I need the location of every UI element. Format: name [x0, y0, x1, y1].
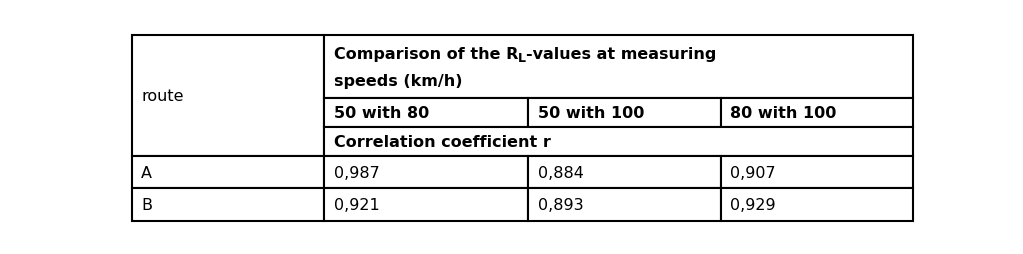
- Text: 0,884: 0,884: [538, 165, 583, 180]
- Text: 50 with 80: 50 with 80: [333, 105, 429, 120]
- Bar: [132, 189, 324, 221]
- Text: Comparison of the R: Comparison of the R: [333, 47, 518, 62]
- Text: 50 with 100: 50 with 100: [538, 105, 644, 120]
- Text: Correlation coefficient r: Correlation coefficient r: [333, 134, 550, 149]
- Text: -values at measuring: -values at measuring: [526, 47, 716, 62]
- Text: B: B: [141, 197, 152, 212]
- Bar: [132, 35, 324, 156]
- Bar: [324, 127, 913, 156]
- Bar: [720, 156, 913, 189]
- Text: L: L: [518, 52, 526, 65]
- Text: 0,987: 0,987: [333, 165, 380, 180]
- Text: 80 with 100: 80 with 100: [730, 105, 837, 120]
- Text: 0,907: 0,907: [730, 165, 775, 180]
- Text: A: A: [141, 165, 152, 180]
- Bar: [324, 189, 528, 221]
- Bar: [132, 156, 324, 189]
- Bar: [324, 156, 528, 189]
- Bar: [528, 99, 720, 127]
- Text: speeds (km/h): speeds (km/h): [333, 73, 462, 88]
- Bar: [324, 35, 913, 99]
- Bar: [720, 99, 913, 127]
- Bar: [720, 189, 913, 221]
- Text: 0,893: 0,893: [538, 197, 583, 212]
- Text: 0,929: 0,929: [730, 197, 775, 212]
- Text: 0,921: 0,921: [333, 197, 380, 212]
- Bar: [324, 99, 528, 127]
- Text: route: route: [141, 88, 184, 103]
- Bar: [528, 156, 720, 189]
- Bar: [528, 189, 720, 221]
